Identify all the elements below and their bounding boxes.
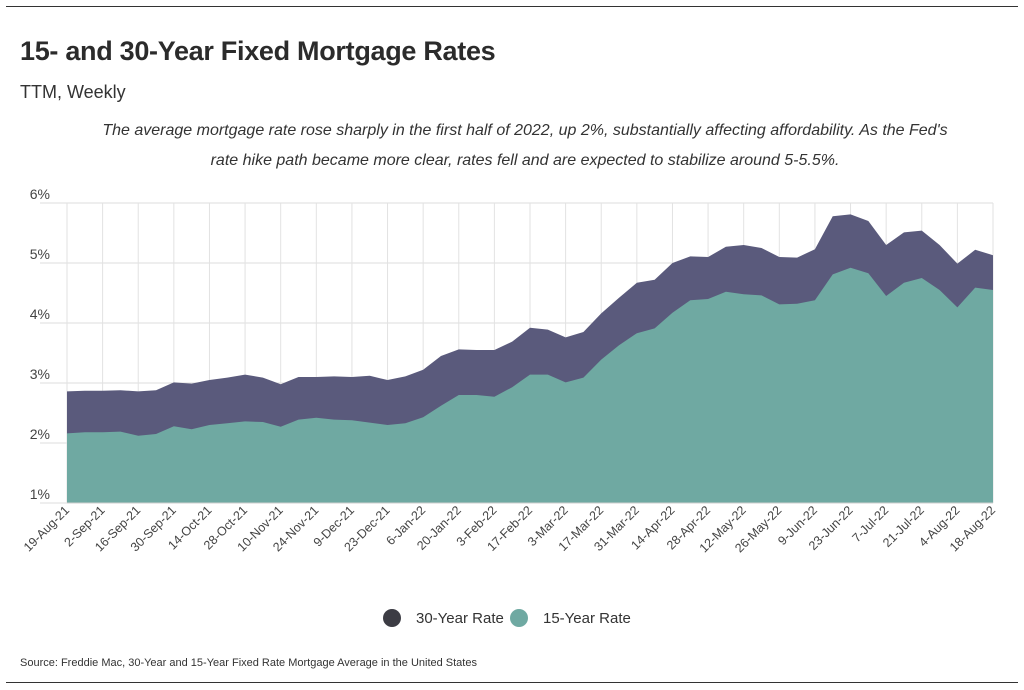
chart-annotation: The average mortgage rate rose sharply i… [102,122,948,169]
source-note: Source: Freddie Mac, 30-Year and 15-Year… [20,657,477,669]
y-tick-label: 2% [30,426,50,442]
y-tick-label: 3% [30,366,50,382]
y-tick-label: 5% [30,246,50,262]
legend-label: 15-Year Rate [543,610,631,627]
top-rule [6,6,1018,7]
chart-title: 15- and 30-Year Fixed Mortgage Rates [20,36,496,66]
x-tick-label: 19-Aug-21 [21,503,72,554]
y-tick-label: 4% [30,306,50,322]
bottom-rule [6,682,1018,683]
legend-marker-icon [383,609,401,627]
chart-subtitle: TTM, Weekly [20,82,126,102]
series-15-year-area [67,267,993,503]
y-tick-label: 1% [30,486,50,502]
y-tick-label: 6% [30,186,50,202]
legend-label: 30-Year Rate [416,610,504,627]
legend-marker-icon [510,609,528,627]
